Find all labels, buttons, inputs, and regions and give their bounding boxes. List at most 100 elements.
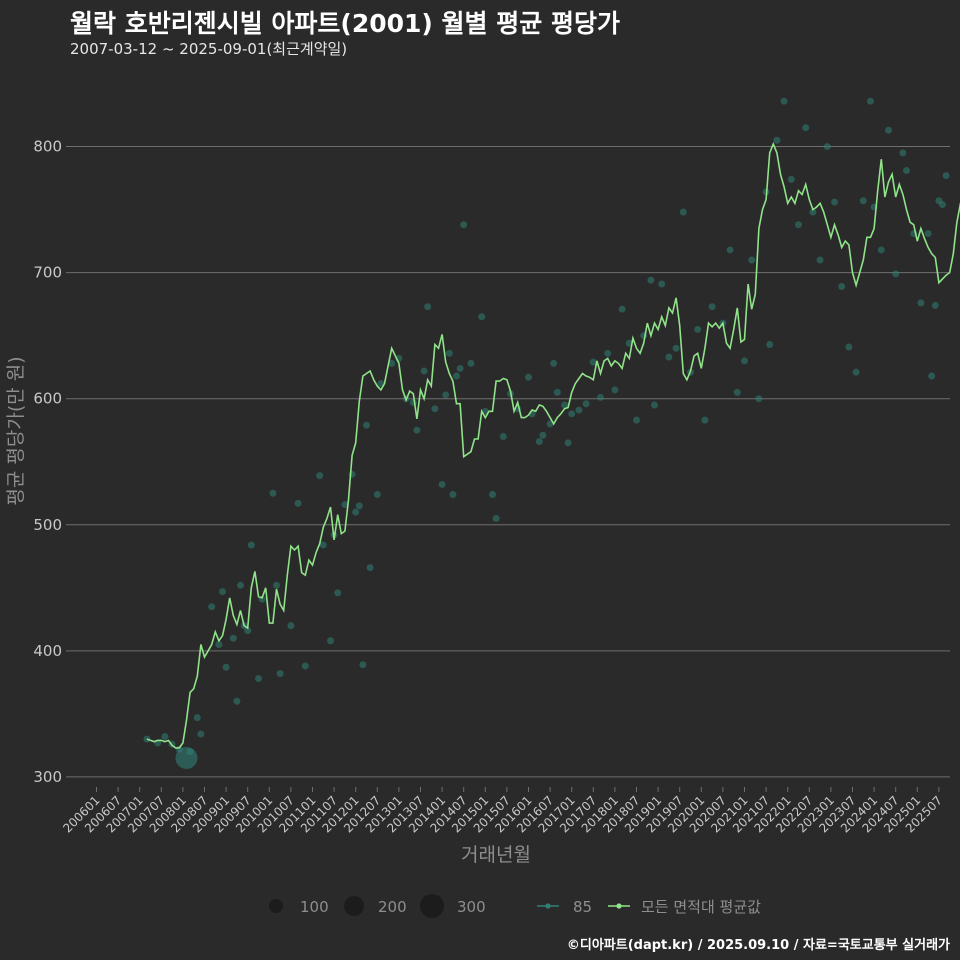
- point-85-11: [219, 588, 226, 596]
- point-85-9: [208, 603, 216, 611]
- point-85-56: [467, 359, 475, 367]
- point-85-93: [708, 303, 716, 311]
- y-tick-500: 500: [33, 516, 62, 534]
- point-85-45: [413, 426, 421, 434]
- chart-subtitle: 2007-03-12 ~ 2025-09-01(최근계약일): [70, 40, 348, 58]
- point-85-60: [492, 514, 500, 522]
- point-85-72: [564, 439, 572, 447]
- point-85-38: [366, 564, 374, 572]
- point-85-26: [301, 662, 309, 670]
- point-85-31: [334, 589, 342, 597]
- point-85-111: [838, 283, 846, 290]
- point-85-24: [287, 622, 295, 630]
- y-tick-800: 800: [33, 138, 62, 156]
- point-85-21: [269, 489, 277, 497]
- point-85-32: [341, 501, 349, 509]
- legend-size-200-label: 200: [378, 898, 407, 916]
- y-tick-600: 600: [33, 390, 62, 408]
- point-85-110: [831, 198, 838, 206]
- point-85-15: [237, 581, 244, 589]
- point-85-0: [143, 735, 151, 743]
- point-85-22: [273, 581, 280, 589]
- point-85-37: [363, 421, 370, 429]
- point-85-52: [449, 491, 457, 498]
- point-85-101: [766, 341, 774, 348]
- point-85-119: [892, 270, 900, 278]
- legend: 100 200 300 85 모든 면적대 평균값: [269, 894, 761, 918]
- point-85-73: [568, 410, 576, 418]
- point-85-92: [701, 416, 709, 424]
- point-85-86: [658, 280, 666, 288]
- source-caption: ©디아파트(dapt.kr) / 2025.09.10 / 자료=국토교통부 실…: [566, 938, 950, 953]
- point-85-84: [647, 276, 655, 284]
- average-price-line: [146, 141, 960, 749]
- grid-lines: [66, 146, 950, 778]
- point-85-14: [233, 697, 241, 705]
- point-85-46: [420, 367, 428, 375]
- y-axis-title: 평균 평당가(만 원): [5, 356, 27, 505]
- point-85-53: [453, 372, 460, 380]
- point-85-51: [445, 349, 453, 357]
- point-85-54: [456, 364, 464, 372]
- point-85-13: [229, 634, 237, 642]
- legend-85-dot: [545, 903, 551, 909]
- point-85-75: [582, 400, 590, 408]
- point-85-125: [928, 372, 936, 380]
- point-85-117: [877, 246, 885, 254]
- point-85-6: [186, 748, 194, 756]
- point-85-103: [780, 97, 788, 105]
- point-85-70: [553, 388, 561, 396]
- point-85-50: [442, 391, 450, 399]
- point-85-115: [867, 97, 874, 105]
- point-85-57: [478, 313, 486, 321]
- x-axis-title: 거래년월: [461, 844, 531, 866]
- point-85-49: [438, 480, 446, 488]
- point-85-48: [431, 405, 439, 413]
- point-85-88: [672, 344, 680, 352]
- point-85-27: [316, 472, 324, 480]
- point-85-23: [276, 670, 284, 678]
- point-85-10: [215, 641, 223, 649]
- legend-size-300: [420, 894, 444, 918]
- point-85-29: [327, 637, 334, 645]
- point-85-129: [942, 172, 950, 180]
- point-85-102: [773, 136, 781, 144]
- point-series-85: [143, 97, 950, 770]
- x-axis-ticks: 2006012006072007012007072008012008072009…: [60, 787, 945, 836]
- legend-85-label: 85: [573, 898, 592, 916]
- point-85-25: [294, 499, 302, 507]
- point-85-121: [903, 167, 910, 174]
- y-tick-400: 400: [33, 642, 62, 660]
- point-85-35: [355, 502, 363, 510]
- point-85-96: [733, 388, 741, 396]
- point-85-95: [726, 246, 734, 254]
- point-85-55: [460, 221, 468, 229]
- point-85-107: [809, 208, 817, 216]
- point-85-128: [939, 201, 946, 209]
- point-85-19: [255, 675, 262, 683]
- point-85-67: [539, 431, 547, 439]
- point-85-99: [755, 395, 763, 403]
- legend-avg-dot: [616, 903, 622, 909]
- point-85-69: [550, 359, 558, 367]
- point-85-66: [535, 438, 543, 446]
- point-85-78: [604, 349, 612, 357]
- point-85-18: [247, 541, 255, 549]
- point-85-28: [319, 541, 327, 549]
- legend-avg-label: 모든 면적대 평균값: [641, 898, 761, 916]
- point-85-47: [424, 303, 432, 311]
- point-85-124: [924, 230, 932, 238]
- point-85-80: [618, 305, 626, 313]
- point-85-123: [917, 299, 925, 307]
- point-85-106: [802, 124, 810, 132]
- point-85-87: [665, 353, 673, 361]
- point-85-126: [931, 301, 939, 309]
- point-85-5: [175, 747, 198, 770]
- legend-size-300-label: 300: [457, 898, 486, 916]
- point-85-91: [694, 325, 702, 333]
- point-85-97: [741, 357, 748, 365]
- point-85-71: [561, 401, 568, 409]
- point-85-118: [885, 126, 892, 134]
- point-85-113: [852, 368, 860, 376]
